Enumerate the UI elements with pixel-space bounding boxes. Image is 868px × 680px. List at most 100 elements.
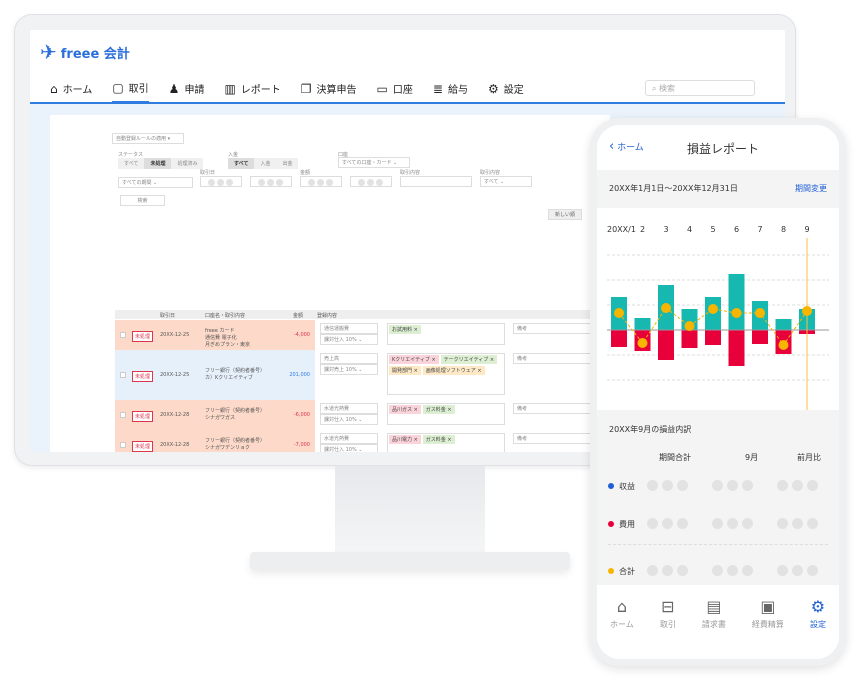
- row-amount: -4,000: [293, 332, 310, 338]
- row-desc: フリー銀行（契約者番号） シナガワガス: [205, 408, 266, 421]
- amount-to-input[interactable]: [350, 176, 392, 187]
- profit-point: [614, 308, 624, 318]
- tab-3[interactable]: ▣ 経費精算: [751, 597, 784, 629]
- revenue-bar: [775, 319, 792, 330]
- tag[interactable]: ガス料金 ×: [422, 435, 455, 444]
- profit-point: [778, 340, 789, 350]
- row-checkbox[interactable]: [120, 442, 126, 448]
- header-amount: 金額: [293, 313, 304, 319]
- nav-4[interactable]: ❐ 決算申告: [300, 81, 357, 97]
- expense-bar: [705, 330, 721, 345]
- profit-point: [708, 304, 718, 314]
- table-row: 未処理 20XX-12-28 フリー銀行（契約者番号） シナガワデンリョク -7,…: [115, 430, 610, 452]
- segment-option[interactable]: 処理済み: [171, 158, 204, 169]
- desktop-screen: ✈ freee 会計 ⌂ ホーム ▢ 取引 ♟ 申請 ▥ レポート ❐ 決算申告 ▭ 口座 ≣ 給与 ⚙ 設定 …: [30, 30, 785, 452]
- status-badge: 未処理: [132, 411, 154, 422]
- row-checkbox[interactable]: [120, 332, 126, 338]
- search-button[interactable]: 検索: [120, 195, 165, 206]
- table-row: 未処理 20XX-12-28 フリー銀行（契約者番号） シナガワガス -6,000…: [115, 400, 610, 430]
- tab-1[interactable]: ⊟ 取引: [659, 597, 676, 629]
- tags-input[interactable]: 品川電力 × ガス料金 ×: [387, 433, 505, 452]
- table-row: 未処理 20XX-12-25 フリー銀行（契約者番号） カ）Kクリエイティブ 20…: [115, 350, 610, 400]
- tax-select[interactable]: 課対仕入 10% ⌄: [320, 444, 378, 452]
- tab-2[interactable]: ▤ 請求書: [701, 597, 726, 629]
- pl-summary: 20XX年9月の損益内訳 期間合計 9月 前月比 収益 費用 合計: [597, 410, 839, 585]
- tags-input[interactable]: Kクリエイティブ × テークリエイティブ × 開発部門 × 画像処理ソフトウェア ×: [387, 353, 505, 395]
- sort-button[interactable]: 新しい順: [548, 209, 582, 220]
- account-input[interactable]: 売上高: [320, 353, 378, 364]
- gear-icon: ⚙: [487, 81, 499, 96]
- col-prev: 前月比: [797, 453, 821, 462]
- account-input[interactable]: 水道光熱費: [320, 403, 378, 414]
- tag[interactable]: 品川電力 ×: [389, 435, 421, 444]
- tag[interactable]: お試用料 ×: [389, 325, 421, 334]
- date-to-input[interactable]: [250, 176, 292, 187]
- tags-input[interactable]: 品川ガス × ガス料金 ×: [387, 403, 505, 425]
- amount-from-input[interactable]: [300, 176, 342, 187]
- x-tick-label: 6: [734, 225, 739, 234]
- period-select[interactable]: すべての期間 ⌄: [118, 177, 193, 188]
- nav-0[interactable]: ⌂ ホーム: [50, 81, 93, 97]
- tag[interactable]: ガス料金 ×: [422, 405, 455, 414]
- nav-7[interactable]: ⚙ 設定: [487, 81, 524, 97]
- tag[interactable]: 画像処理ソフトウェア ×: [422, 366, 485, 375]
- type-select[interactable]: すべて ⌄: [480, 176, 532, 187]
- segment-option[interactable]: 未処理: [144, 158, 172, 169]
- home-icon: ⌂: [616, 597, 627, 616]
- segment-option[interactable]: すべて: [228, 158, 255, 169]
- row-checkbox[interactable]: [120, 412, 126, 418]
- account-select[interactable]: すべての口座・カード ⌄: [338, 157, 410, 168]
- tag[interactable]: Kクリエイティブ ×: [389, 355, 439, 364]
- tax-select[interactable]: 課対仕入 10% ⌄: [320, 334, 378, 345]
- account-input[interactable]: 水道光熱費: [320, 433, 378, 444]
- rule-select[interactable]: 自動登録ルールの適用 ▾: [112, 133, 184, 144]
- receipt-icon: ▣: [760, 597, 776, 616]
- bottom-tab-bar: ⌂ ホーム ⊟ 取引 ▤ 請求書 ▣ 経費精算 ⚙ 設定: [597, 585, 839, 659]
- freee-logo[interactable]: ✈ freee 会計: [40, 40, 130, 64]
- row-date: 20XX-12-28: [160, 412, 190, 418]
- search-input[interactable]: ⌕ 検索: [645, 80, 755, 96]
- invoice-icon: ▤: [706, 597, 722, 616]
- type-label: 取引内容: [480, 170, 501, 176]
- tax-select[interactable]: 課対売上 10% ⌄: [320, 364, 378, 375]
- header-content: 登録内容: [317, 313, 338, 319]
- inout-segment[interactable]: すべて 入金 出金: [228, 158, 299, 169]
- date-from-input[interactable]: [200, 176, 242, 187]
- summary-row: 合計: [597, 565, 839, 577]
- status-badge: 未処理: [132, 441, 154, 452]
- legend-dot-icon: [608, 568, 614, 574]
- tags-input[interactable]: お試用料 ×: [387, 323, 505, 345]
- tax-select[interactable]: 課対仕入 10% ⌄: [320, 414, 378, 425]
- profit-line: [618, 307, 808, 346]
- tag[interactable]: テークリエイティブ ×: [440, 355, 498, 364]
- account-label: 口座: [338, 152, 349, 158]
- content-label: 取引内容: [400, 170, 421, 176]
- nav-6[interactable]: ≣ 給与: [432, 81, 468, 97]
- nav-3[interactable]: ▥ レポート: [224, 81, 281, 97]
- nav-5[interactable]: ▭ 口座: [376, 81, 413, 97]
- nav-2[interactable]: ♟ 申請: [168, 81, 205, 97]
- profit-point: [755, 308, 765, 318]
- row-checkbox[interactable]: [120, 372, 126, 378]
- phone: ‹ ホーム 損益レポート 20XX年1月1日〜20XX年12月31日 期間変更 2…: [590, 118, 846, 666]
- expense-bar: [611, 330, 627, 347]
- segment-option[interactable]: すべて: [118, 158, 145, 169]
- inout-label: 入金: [228, 152, 239, 158]
- tab-4[interactable]: ⚙ 設定: [809, 597, 826, 629]
- status-badge: 未処理: [132, 371, 154, 382]
- tab-0[interactable]: ⌂ ホーム: [610, 597, 634, 629]
- segment-option[interactable]: 入金: [254, 158, 277, 169]
- status-segment[interactable]: すべて 未処理 処理済み: [118, 158, 204, 169]
- x-tick-label: 7: [757, 225, 762, 234]
- period-change-link[interactable]: 期間変更: [795, 184, 827, 193]
- revenue-bar: [728, 274, 745, 330]
- account-input[interactable]: 通信運搬費: [320, 323, 378, 334]
- segment-option[interactable]: 出金: [276, 158, 299, 169]
- tag[interactable]: 開発部門 ×: [389, 366, 421, 375]
- content-input[interactable]: [400, 176, 472, 187]
- summary-row: 費用: [597, 518, 839, 530]
- back-button[interactable]: ‹ ホーム: [609, 139, 644, 154]
- tag[interactable]: 品川ガス ×: [389, 405, 421, 414]
- nav-1[interactable]: ▢ 取引: [112, 80, 149, 103]
- period-bar: 20XX年1月1日〜20XX年12月31日 期間変更: [597, 170, 839, 208]
